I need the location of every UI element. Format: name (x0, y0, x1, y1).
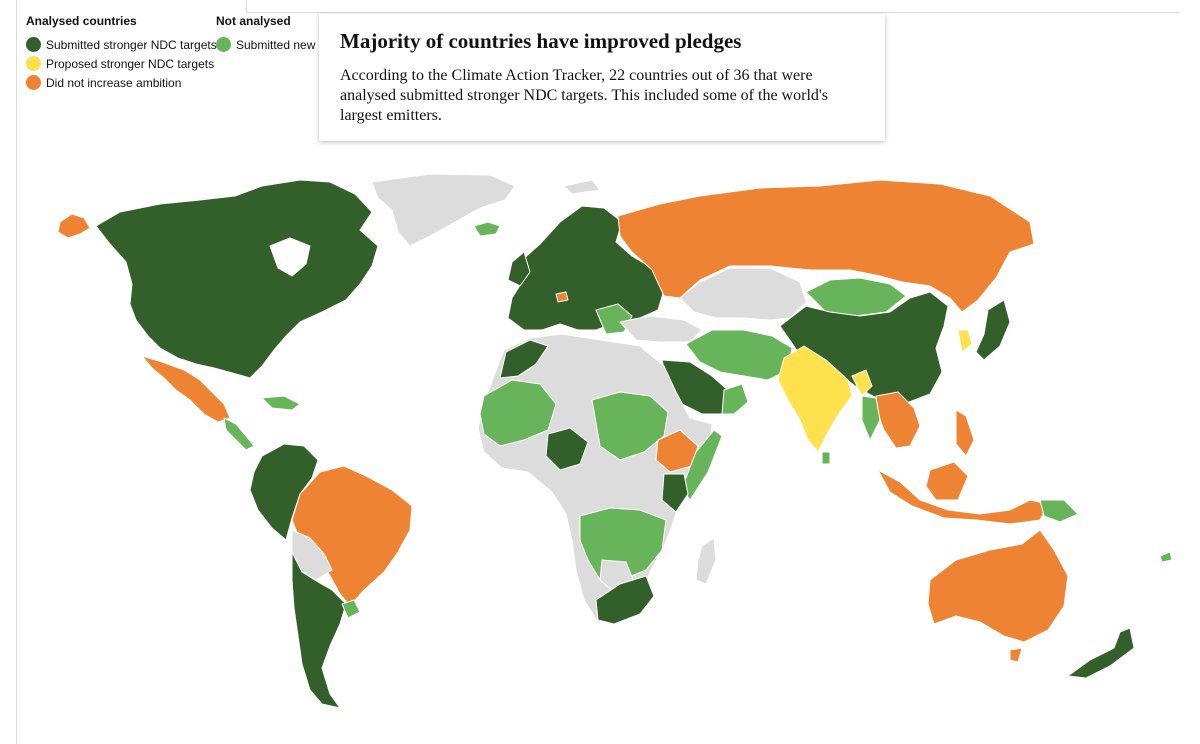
region-greenland[interactable] (371, 173, 516, 247)
callout-body: According to the Climate Action Tracker,… (340, 67, 828, 124)
region-morocco[interactable] (499, 339, 549, 379)
legend-label-no-increase: Did not increase ambition (46, 75, 182, 90)
region-switzerland[interactable] (555, 291, 569, 303)
region-pacific-islands[interactable] (1159, 551, 1173, 563)
region-svalbard[interactable] (563, 179, 601, 195)
legend-item-new-ndc: Submitted new N (216, 35, 327, 54)
legend-analysed: Analysed countries Submitted stronger ND… (26, 14, 217, 92)
region-png[interactable] (1039, 499, 1079, 523)
region-tasmania[interactable] (1009, 647, 1023, 663)
region-europe[interactable] (507, 205, 665, 331)
region-andes-north[interactable] (249, 443, 319, 541)
frame-left-rule (16, 0, 17, 744)
region-turkey[interactable] (619, 315, 703, 343)
region-australia[interactable] (927, 529, 1069, 643)
region-central-america[interactable] (223, 417, 255, 451)
region-russia[interactable] (617, 179, 1035, 313)
region-new-zealand[interactable] (1067, 627, 1135, 679)
legend-item-proposed: Proposed stronger NDC targets (26, 54, 217, 73)
region-india[interactable] (777, 345, 853, 453)
region-kenya[interactable] (661, 473, 689, 513)
annotation-callout: Majority of countries have improved pled… (319, 14, 885, 141)
region-bangladesh[interactable] (851, 369, 873, 397)
legend-label-new-ndc: Submitted new N (236, 37, 328, 52)
region-thailand[interactable] (861, 395, 881, 441)
swatch-no-increase (26, 75, 41, 90)
region-madagascar[interactable] (695, 537, 717, 585)
swatch-stronger (26, 37, 41, 52)
region-oman[interactable] (721, 383, 749, 415)
legend-label-proposed: Proposed stronger NDC targets (46, 56, 215, 71)
region-west-africa[interactable] (479, 379, 557, 447)
legend-analysed-heading: Analysed countries (26, 14, 137, 28)
region-borneo[interactable] (925, 461, 969, 501)
region-uruguay[interactable] (341, 599, 361, 619)
region-korea[interactable] (957, 329, 973, 353)
legend-not-analysed: Not analysed Submitted new N (216, 14, 327, 54)
frame-tick-rule (246, 0, 247, 13)
region-sri-lanka[interactable] (821, 451, 831, 465)
region-central-africa[interactable] (591, 391, 669, 461)
region-north-america[interactable] (95, 179, 379, 379)
region-iceland[interactable] (473, 221, 501, 237)
legend-item-no-increase: Did not increase ambition (26, 73, 217, 92)
swatch-new-ndc (216, 37, 231, 52)
region-alaska[interactable] (57, 213, 91, 239)
swatch-proposed (26, 56, 41, 71)
region-philippines[interactable] (955, 409, 975, 457)
frame-top-rule (246, 12, 1180, 13)
region-japan[interactable] (975, 299, 1011, 361)
region-nigeria[interactable] (545, 427, 589, 471)
callout-title: Majority of countries have improved pled… (340, 29, 742, 53)
region-caribbean[interactable] (261, 395, 301, 411)
legend-not-analysed-heading: Not analysed (216, 14, 291, 28)
region-hudson-bay (269, 237, 311, 277)
legend-item-stronger: Submitted stronger NDC targets (26, 35, 217, 54)
region-uk[interactable] (507, 251, 531, 287)
region-central-asia[interactable] (679, 267, 807, 321)
region-southern-cone[interactable] (291, 551, 347, 709)
legend-label-stronger: Submitted stronger NDC targets (46, 37, 217, 52)
region-south-africa[interactable] (595, 575, 655, 625)
